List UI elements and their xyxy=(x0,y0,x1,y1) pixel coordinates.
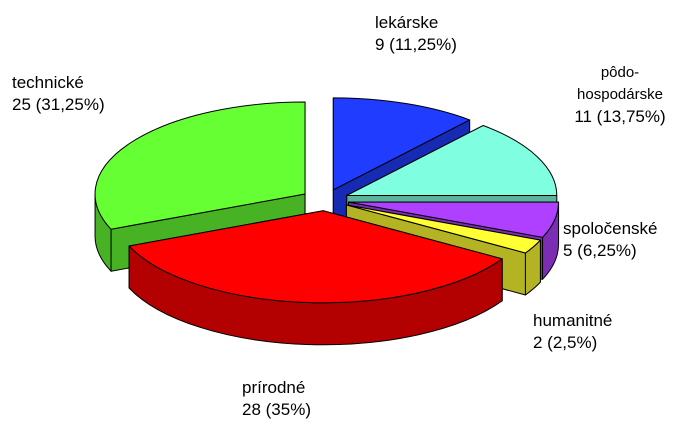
label-value: 9 (11,25%) xyxy=(375,35,457,54)
slice-top xyxy=(94,101,306,230)
label-value: 11 (13,75%) xyxy=(574,107,666,126)
label-name: humanitné xyxy=(533,311,613,330)
slice-label: lekárske 9 (11,25%) xyxy=(375,12,457,56)
slice-top xyxy=(332,97,471,191)
slice-label: technické 25 (31,25%) xyxy=(12,72,105,116)
slice-label: spoločenské 5 (6,25%) xyxy=(563,218,658,262)
slice-label: pôdo-hospodárske 11 (13,75%) xyxy=(570,62,670,128)
label-value: 5 (6,25%) xyxy=(563,241,637,260)
slice-label: humanitné 2 (2,5%) xyxy=(533,310,612,354)
label-name: prírodné xyxy=(242,378,306,397)
slice-label: prírodné 28 (35%) xyxy=(242,377,311,421)
pie-slice xyxy=(128,210,503,346)
label-value: 28 (35%) xyxy=(242,400,311,419)
label-name: spoločenské xyxy=(563,219,658,238)
label-name: technické xyxy=(12,73,84,92)
label-name: pôdo-hospodárske xyxy=(577,64,663,103)
slice-top xyxy=(128,210,503,304)
slice-top xyxy=(348,201,560,238)
slice-top xyxy=(346,125,558,196)
label-value: 2 (2,5%) xyxy=(533,333,598,352)
label-name: lekárske xyxy=(375,13,439,32)
label-value: 25 (31,25%) xyxy=(12,95,105,114)
slice-top xyxy=(345,204,541,254)
